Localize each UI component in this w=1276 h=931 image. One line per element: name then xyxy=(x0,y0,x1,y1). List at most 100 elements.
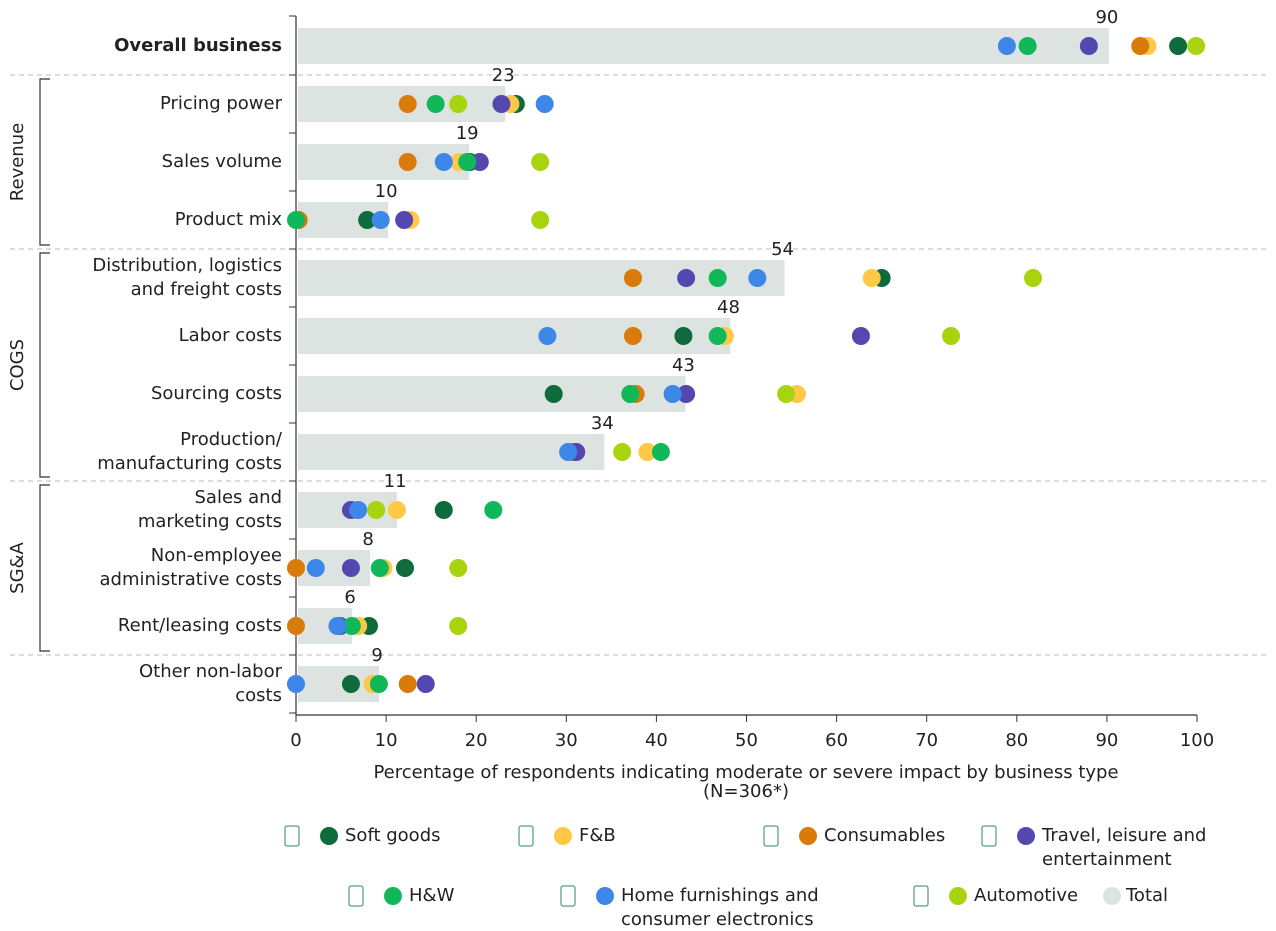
series-dot xyxy=(1169,37,1188,55)
series-dot xyxy=(623,327,642,345)
category-label: Non-employee administrative costs xyxy=(99,545,283,590)
series-dot xyxy=(851,327,870,345)
series-dot xyxy=(621,385,640,403)
series-dot xyxy=(416,675,435,693)
series-dot xyxy=(287,675,305,693)
series-dot xyxy=(708,269,727,287)
series-dot xyxy=(398,675,417,693)
x-tick-label: 50 xyxy=(735,730,758,751)
x-tick-label: 0 xyxy=(290,730,301,751)
category-label: Sales volume xyxy=(161,151,282,172)
series-dot xyxy=(538,327,557,345)
series-dot xyxy=(367,501,386,519)
series-dot xyxy=(777,385,796,403)
series-dot xyxy=(677,385,696,403)
x-tick-label: 60 xyxy=(825,730,848,751)
series-dot xyxy=(387,501,406,519)
legend-icon xyxy=(518,825,534,847)
series-dot xyxy=(395,211,414,229)
series-dot xyxy=(449,559,468,577)
legend-label: H&W xyxy=(409,885,455,906)
series-dot xyxy=(449,617,468,635)
series-dot xyxy=(426,95,445,113)
legend-label: Automotive xyxy=(974,885,1079,906)
total-value-label: 90 xyxy=(1095,7,1118,28)
series-dot xyxy=(677,269,696,287)
series-dot xyxy=(651,443,670,461)
legend-swatch xyxy=(1017,827,1035,845)
legend-icon xyxy=(763,825,779,847)
group-label: Revenue xyxy=(7,123,28,201)
legend-icon xyxy=(913,885,929,907)
series-dot xyxy=(398,95,417,113)
category-label: Rent/leasing costs xyxy=(117,615,282,636)
series-dot xyxy=(559,443,578,461)
series-dot xyxy=(328,617,347,635)
legend-icon xyxy=(284,825,300,847)
series-dot xyxy=(663,385,682,403)
x-axis-title: Percentage of respondents indicating mod… xyxy=(373,762,1118,783)
series-dot xyxy=(349,501,368,519)
category-label: Other non-labor costs xyxy=(138,661,282,706)
legend-swatch xyxy=(554,827,572,845)
x-tick-label: 30 xyxy=(555,730,578,751)
group-bracket xyxy=(39,252,50,478)
legend-label: Total xyxy=(1126,885,1169,906)
total-value-label: 23 xyxy=(492,65,515,86)
legend-swatch xyxy=(949,887,967,905)
series-dot xyxy=(470,153,489,171)
x-tick-label: 20 xyxy=(465,730,488,751)
total-value-label: 43 xyxy=(672,355,695,376)
legend-swatch xyxy=(799,827,817,845)
series-dot xyxy=(531,153,550,171)
x-tick-label: 80 xyxy=(1005,730,1028,751)
series-dot xyxy=(748,269,767,287)
x-tick-label: 10 xyxy=(375,730,398,751)
series-dot xyxy=(358,211,377,229)
group-label: COGS xyxy=(7,339,28,391)
series-dot xyxy=(370,559,389,577)
series-dot xyxy=(341,675,360,693)
category-label: Overall business xyxy=(114,35,282,56)
category-label: Sourcing costs xyxy=(150,383,282,404)
total-bar xyxy=(298,318,731,354)
legend-icon xyxy=(560,885,576,907)
legend-icon xyxy=(348,885,364,907)
series-dot xyxy=(287,211,305,229)
legend-swatch xyxy=(596,887,614,905)
category-label: Sales and marketing costs xyxy=(137,487,282,532)
x-tick-label: 90 xyxy=(1095,730,1118,751)
total-bar xyxy=(298,260,785,296)
series-dot xyxy=(342,617,361,635)
series-dot xyxy=(674,327,693,345)
category-label: Production/ manufacturing costs xyxy=(97,429,282,474)
total-value-label: 6 xyxy=(344,587,355,608)
category-label: Distribution, logistics and freight cost… xyxy=(92,255,282,300)
legend-label: Consumables xyxy=(824,825,946,846)
series-dot xyxy=(449,95,468,113)
total-value-label: 11 xyxy=(384,471,407,492)
legend-label: Home furnishings and consumer electronic… xyxy=(621,885,819,930)
series-dot xyxy=(1131,37,1150,55)
x-tick-label: 70 xyxy=(915,730,938,751)
legend-icon xyxy=(981,825,997,847)
x-tick-label: 100 xyxy=(1180,730,1214,751)
group-bracket xyxy=(39,78,50,246)
legend-label: Travel, leisure and entertainment xyxy=(1042,825,1207,870)
series-dot xyxy=(1079,37,1098,55)
total-value-label: 10 xyxy=(375,181,398,202)
series-dot xyxy=(341,559,360,577)
series-dot xyxy=(997,37,1016,55)
x-axis-note: (N=306*) xyxy=(703,781,789,802)
series-dot xyxy=(544,385,563,403)
legend-swatch xyxy=(1103,887,1121,905)
series-dot xyxy=(613,443,632,461)
group-label: SG&A xyxy=(7,541,28,593)
series-dot xyxy=(287,617,305,635)
series-dot xyxy=(369,675,388,693)
x-tick-label: 40 xyxy=(645,730,668,751)
series-dot xyxy=(623,269,642,287)
series-dot xyxy=(531,211,550,229)
series-dot xyxy=(396,559,415,577)
